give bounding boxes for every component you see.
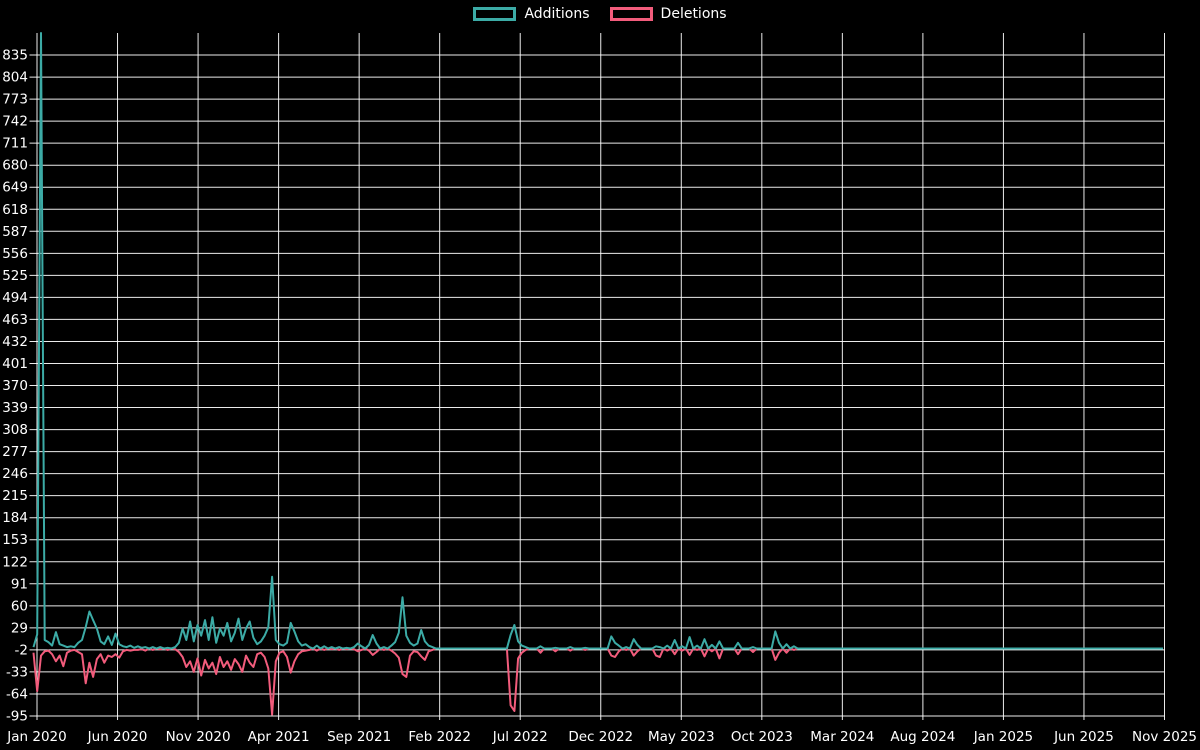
additions-swatch-icon [473,7,517,21]
x-tick-label: Nov 2025 [1132,729,1197,745]
x-tick-label: Aug 2024 [890,729,955,745]
y-tick-label: 804 [2,70,28,86]
x-tick-label: Mar 2024 [810,729,874,745]
y-tick-label: 680 [2,158,28,174]
y-tick-label: -2 [15,642,28,658]
y-tick-label: 60 [11,598,28,614]
x-tick-label: Jun 2020 [87,729,148,745]
y-tick-label: 556 [2,246,28,262]
y-tick-label: 122 [2,554,28,570]
y-tick-label: 370 [2,378,28,394]
x-tick-label: Jan 2020 [6,729,66,745]
chart-legend: Additions Deletions [0,7,1200,21]
x-tick-label: Apr 2021 [248,729,310,745]
legend-item-additions[interactable]: Additions [473,6,590,22]
deletions-line [32,647,1163,716]
y-tick-label: 587 [2,224,28,240]
y-tick-label: 215 [2,488,28,504]
y-tick-label: 711 [2,136,28,152]
x-tick-label: Jan 2025 [973,729,1033,745]
legend-label-additions: Additions [524,6,590,22]
y-tick-label: -64 [6,686,28,702]
x-tick-label: Sep 2021 [327,729,391,745]
y-tick-label: -33 [6,664,28,680]
x-tick-label: Jun 2025 [1053,729,1114,745]
y-tick-label: 246 [2,466,28,482]
y-tick-label: 91 [11,576,28,592]
y-tick-label: 432 [2,334,28,350]
y-tick-label: 835 [2,48,28,64]
y-tick-label: 525 [2,268,28,284]
y-tick-label: 184 [2,510,28,526]
x-tick-label: Nov 2020 [166,729,231,745]
y-tick-label: 153 [2,532,28,548]
y-tick-label: 773 [2,92,28,108]
y-tick-label: 618 [2,202,28,218]
deletions-swatch-icon [609,7,653,21]
additions-line [32,32,1163,650]
y-tick-label: 339 [2,400,28,416]
x-tick-label: Feb 2022 [408,729,471,745]
legend-label-deletions: Deletions [660,6,727,22]
x-tick-label: Oct 2023 [731,729,793,745]
y-tick-label: 401 [2,356,28,372]
y-tick-label: 29 [11,620,28,636]
x-tick-label: Jul 2022 [492,729,548,745]
x-tick-label: May 2023 [648,729,715,745]
y-tick-label: 649 [2,180,28,196]
y-tick-label: 494 [2,290,28,306]
y-tick-label: 742 [2,114,28,130]
legend-item-deletions[interactable]: Deletions [609,6,727,22]
y-tick-label: -95 [6,709,28,725]
y-tick-label: 277 [2,444,28,460]
x-tick-label: Dec 2022 [568,729,633,745]
y-tick-label: 308 [2,422,28,438]
y-tick-label: 463 [2,312,28,328]
